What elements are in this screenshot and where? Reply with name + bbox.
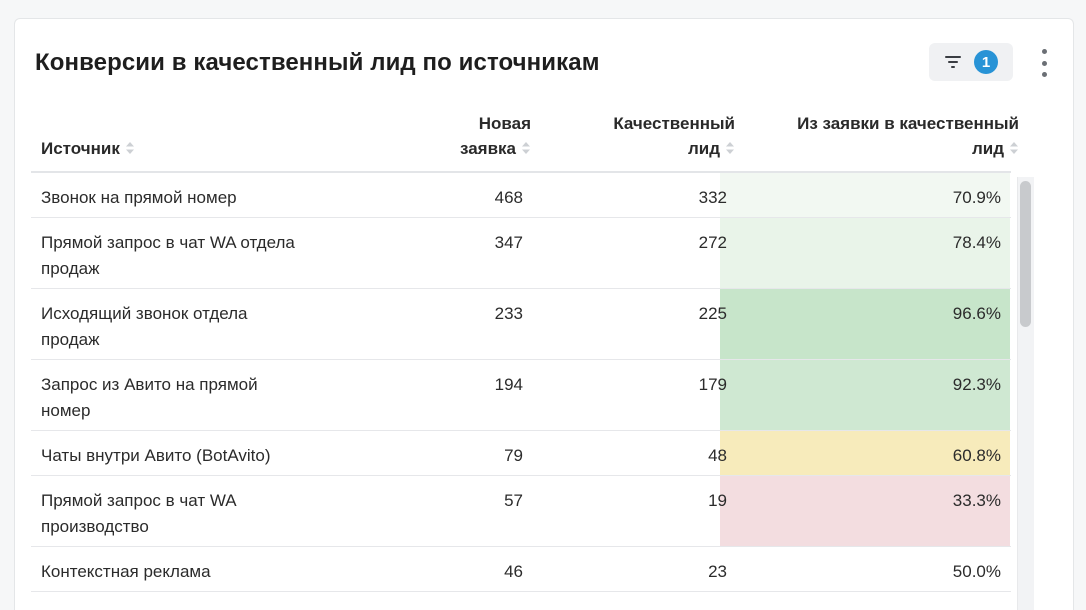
table-row[interactable]: Прямой запрос в чат WA производство 57 19… — [31, 476, 1011, 547]
conversion-cell-background — [720, 289, 1010, 359]
source-cell: Звонок на прямой номер — [41, 188, 237, 207]
conversion-cell: 96.6% — [952, 304, 1001, 323]
table-row[interactable]: Запрос из Авито на прямой номер 194 179 9… — [31, 360, 1011, 431]
source-cell: Чаты внутри Авито (BotAvito) — [41, 446, 271, 465]
filter-icon — [945, 56, 961, 68]
qualified-lead-cell: 332 — [698, 188, 727, 207]
conversion-cell: 33.3% — [952, 491, 1001, 510]
more-options-icon[interactable] — [1035, 49, 1053, 77]
widget-card: Конверсии в качественный лид по источник… — [14, 18, 1074, 610]
column-header-qualified-lead[interactable]: Качественный лид — [613, 111, 735, 161]
source-cell: Прямой запрос в чат WA производство — [41, 491, 237, 536]
sort-icon — [125, 142, 134, 154]
conversion-cell-background — [720, 431, 1010, 475]
qualified-lead-cell: 272 — [698, 233, 727, 252]
column-header-label: лид — [971, 139, 1004, 158]
filter-count-badge: 1 — [974, 50, 998, 74]
table-row[interactable]: Чаты внутри Авито (BotAvito) 79 48 60.8% — [31, 431, 1011, 476]
new-request-cell: 57 — [504, 491, 523, 510]
conversion-cell-background — [720, 547, 1010, 591]
kebab-dot — [1041, 49, 1047, 54]
qualified-lead-cell: 19 — [708, 491, 727, 510]
column-header-label: заявка — [459, 139, 516, 158]
sort-icon — [1010, 142, 1018, 154]
qualified-lead-cell: 179 — [698, 375, 727, 394]
qualified-lead-cell: 23 — [708, 562, 727, 581]
qualified-lead-cell: 225 — [698, 304, 727, 323]
source-cell: Контекстная реклама — [41, 562, 211, 581]
conversion-cell-background — [720, 218, 1010, 288]
new-request-cell: 233 — [494, 304, 523, 323]
conversion-cell-background — [720, 360, 1010, 430]
table-row[interactable]: Контекстная реклама 46 23 50.0% — [31, 547, 1011, 592]
sort-icon — [726, 142, 734, 154]
new-request-cell: 468 — [494, 188, 523, 207]
table-header: Источник Новая заявка Качественный лид И… — [31, 107, 1019, 173]
sort-icon — [522, 142, 530, 154]
column-header-label: Источник — [41, 139, 120, 158]
table-row[interactable]: Прямой запрос в чат WA отдела продаж 347 … — [31, 218, 1011, 289]
source-cell: Исходящий звонок отдела продаж — [41, 304, 248, 349]
column-header-source[interactable]: Источник — [41, 136, 135, 161]
column-header-label: лид — [687, 139, 720, 158]
conversion-cell-background — [720, 476, 1010, 546]
qualified-lead-cell: 48 — [708, 446, 727, 465]
conversion-cell: 60.8% — [952, 446, 1001, 465]
scrollbar-thumb[interactable] — [1020, 181, 1031, 327]
conversion-cell-background — [720, 173, 1010, 217]
source-cell: Прямой запрос в чат WA отдела продаж — [41, 233, 295, 278]
column-header-new-request[interactable]: Новая заявка — [460, 111, 531, 161]
column-header-label: Из заявки в качественный — [797, 114, 1019, 133]
kebab-dot — [1041, 60, 1047, 66]
column-header-label: Качественный — [613, 114, 735, 133]
kebab-dot — [1041, 72, 1047, 77]
source-cell: Запрос из Авито на прямой номер — [41, 375, 258, 420]
conversion-cell: 50.0% — [952, 562, 1001, 581]
vertical-scrollbar[interactable] — [1017, 177, 1034, 610]
table-row[interactable]: Звонок на прямой номер 468 332 70.9% — [31, 173, 1011, 218]
column-header-conversion[interactable]: Из заявки в качественный лид — [797, 111, 1019, 161]
new-request-cell: 347 — [494, 233, 523, 252]
new-request-cell: 79 — [504, 446, 523, 465]
conversion-cell: 92.3% — [952, 375, 1001, 394]
table-body: Звонок на прямой номер 468 332 70.9% Пря… — [31, 173, 1011, 610]
conversion-cell: 70.9% — [952, 188, 1001, 207]
conversion-cell: 78.4% — [952, 233, 1001, 252]
new-request-cell: 46 — [504, 562, 523, 581]
new-request-cell: 194 — [494, 375, 523, 394]
widget-title: Конверсии в качественный лид по источник… — [35, 49, 600, 76]
filter-button[interactable]: 1 — [929, 43, 1013, 81]
table-row[interactable]: Исходящий звонок отдела продаж 233 225 96… — [31, 289, 1011, 360]
column-header-label: Новая — [478, 114, 531, 133]
